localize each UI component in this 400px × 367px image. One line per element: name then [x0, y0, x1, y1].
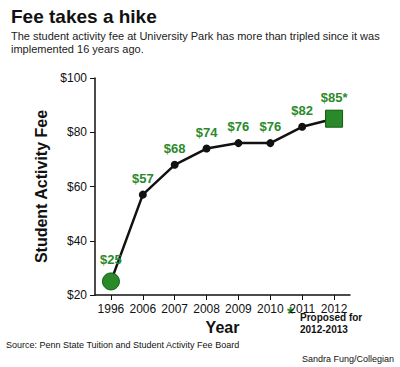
svg-text:Student Activity Fee: Student Activity Fee	[33, 110, 50, 263]
svg-text:$57: $57	[132, 171, 154, 186]
svg-text:$40: $40	[67, 234, 87, 248]
svg-text:$82: $82	[291, 103, 313, 118]
svg-text:$76: $76	[259, 119, 281, 134]
svg-text:implemented 16 years ago.: implemented 16 years ago.	[11, 43, 144, 55]
svg-text:2010: 2010	[257, 302, 284, 316]
svg-text:The student activity fee at Un: The student activity fee at University P…	[11, 30, 383, 42]
svg-text:2012: 2012	[321, 302, 348, 316]
svg-text:$20: $20	[67, 288, 87, 302]
svg-text:$60: $60	[67, 180, 87, 194]
svg-text:2006: 2006	[129, 302, 156, 316]
svg-text:$100: $100	[60, 71, 87, 85]
svg-text:$68: $68	[164, 141, 186, 156]
svg-text:Sandra Fung/Collegian: Sandra Fung/Collegian	[302, 354, 394, 364]
svg-text:$25: $25	[100, 252, 122, 267]
svg-text:Fee takes a hike: Fee takes a hike	[11, 6, 157, 27]
svg-text:2008: 2008	[193, 302, 220, 316]
svg-text:$74: $74	[196, 125, 218, 140]
svg-text:Source: Penn State Tuition and: Source: Penn State Tuition and Student A…	[6, 340, 239, 350]
svg-text:2007: 2007	[161, 302, 188, 316]
svg-text:Year: Year	[206, 319, 240, 336]
svg-text:1996: 1996	[98, 302, 125, 316]
svg-text:2011: 2011	[289, 302, 315, 316]
svg-text:2012-2013: 2012-2013	[300, 324, 348, 335]
svg-text:$85*: $85*	[321, 90, 349, 105]
svg-text:2009: 2009	[225, 302, 252, 316]
svg-text:$80: $80	[67, 125, 87, 139]
svg-text:$76: $76	[228, 119, 250, 134]
